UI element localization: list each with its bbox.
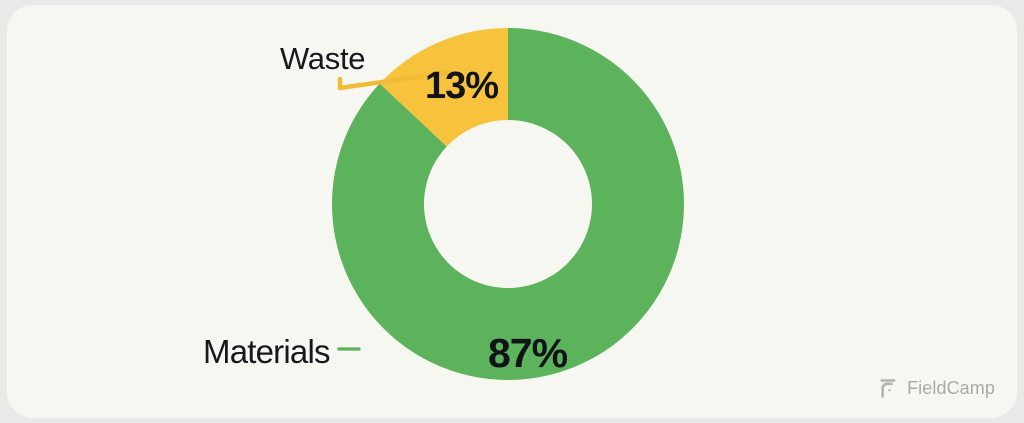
materials-label: Materials: [203, 333, 330, 370]
waste-label: Waste: [280, 41, 366, 76]
waste-leader-line: [337, 70, 452, 91]
chart-card: Waste 13% Materials 87% FieldCamp: [7, 5, 1017, 418]
donut-slice-waste[interactable]: [379, 28, 508, 147]
donut-slice-materials[interactable]: [332, 28, 684, 380]
waste-percentage-label: 13%: [425, 65, 499, 107]
donut-chart: Waste 13% Materials 87%: [7, 5, 1017, 418]
fieldcamp-logo-icon: [880, 379, 896, 398]
brand-name: FieldCamp: [907, 377, 995, 398]
brand-logo: FieldCamp: [876, 376, 995, 400]
donut-chart-svg: [332, 28, 684, 380]
materials-percentage-label: 87%: [488, 330, 568, 376]
